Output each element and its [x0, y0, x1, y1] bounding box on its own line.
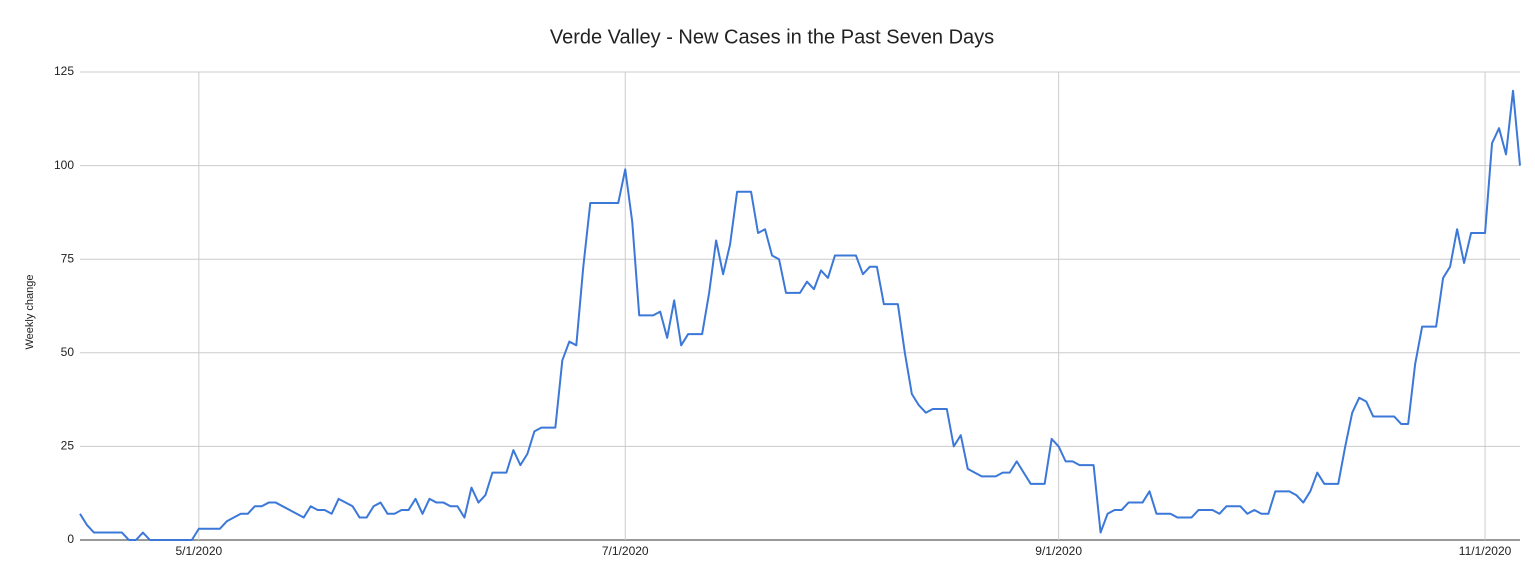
x-tick-label: 11/1/2020 — [1459, 544, 1512, 558]
y-tick-label: 75 — [61, 251, 75, 265]
y-tick-label: 100 — [54, 158, 74, 172]
data-line — [79, 89, 1521, 541]
y-tick-label: 125 — [54, 64, 74, 78]
chart-title: Verde Valley - New Cases in the Past Sev… — [550, 26, 994, 48]
y-tick-label: 0 — [67, 532, 74, 546]
x-tick-label: 5/1/2020 — [175, 544, 222, 558]
y-axis-label: Weekly change — [24, 274, 36, 349]
y-tick-label: 25 — [61, 439, 75, 453]
x-tick-label: 9/1/2020 — [1035, 544, 1082, 558]
x-tick-label: 7/1/2020 — [602, 544, 649, 558]
y-tick-label: 50 — [61, 345, 75, 359]
